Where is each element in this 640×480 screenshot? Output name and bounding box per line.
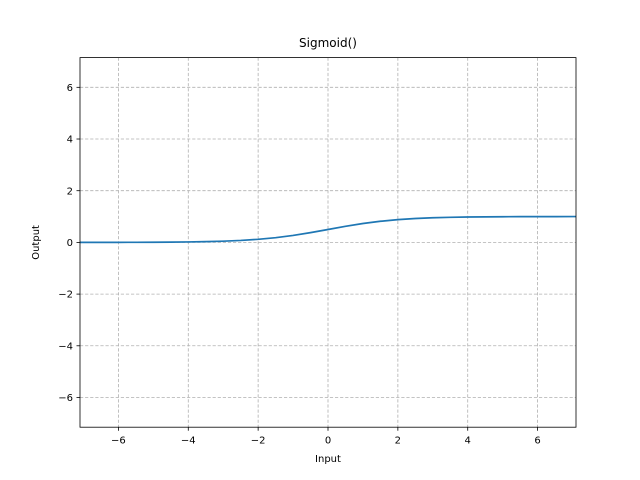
x-tick-label: −4 xyxy=(181,436,196,447)
x-tick-label: −6 xyxy=(111,436,126,447)
x-tick-label: 4 xyxy=(465,436,471,447)
y-axis-label: Output xyxy=(31,225,42,260)
y-tick-label: 2 xyxy=(67,186,73,197)
y-tick-label: 4 xyxy=(67,135,73,146)
y-tick-labels: −6 −4 −2 0 2 4 6 xyxy=(58,83,73,404)
chart-title: Sigmoid() xyxy=(299,36,357,50)
x-tick-labels: −6 −4 −2 0 2 4 6 xyxy=(111,436,541,447)
y-tick-label: −6 xyxy=(58,393,73,404)
x-tick-label: 0 xyxy=(325,436,331,447)
x-axis-label: Input xyxy=(315,454,341,465)
y-tick-label: 0 xyxy=(67,238,73,249)
y-tick-label: −4 xyxy=(58,341,73,352)
sigmoid-curve xyxy=(80,215,576,244)
x-tick-label: −2 xyxy=(251,436,266,447)
x-tick-label: 2 xyxy=(395,436,401,447)
x-tick-label: 6 xyxy=(534,436,540,447)
y-tick-label: −2 xyxy=(58,290,73,301)
y-tick-label: 6 xyxy=(67,83,73,94)
tick-marks xyxy=(76,86,538,431)
